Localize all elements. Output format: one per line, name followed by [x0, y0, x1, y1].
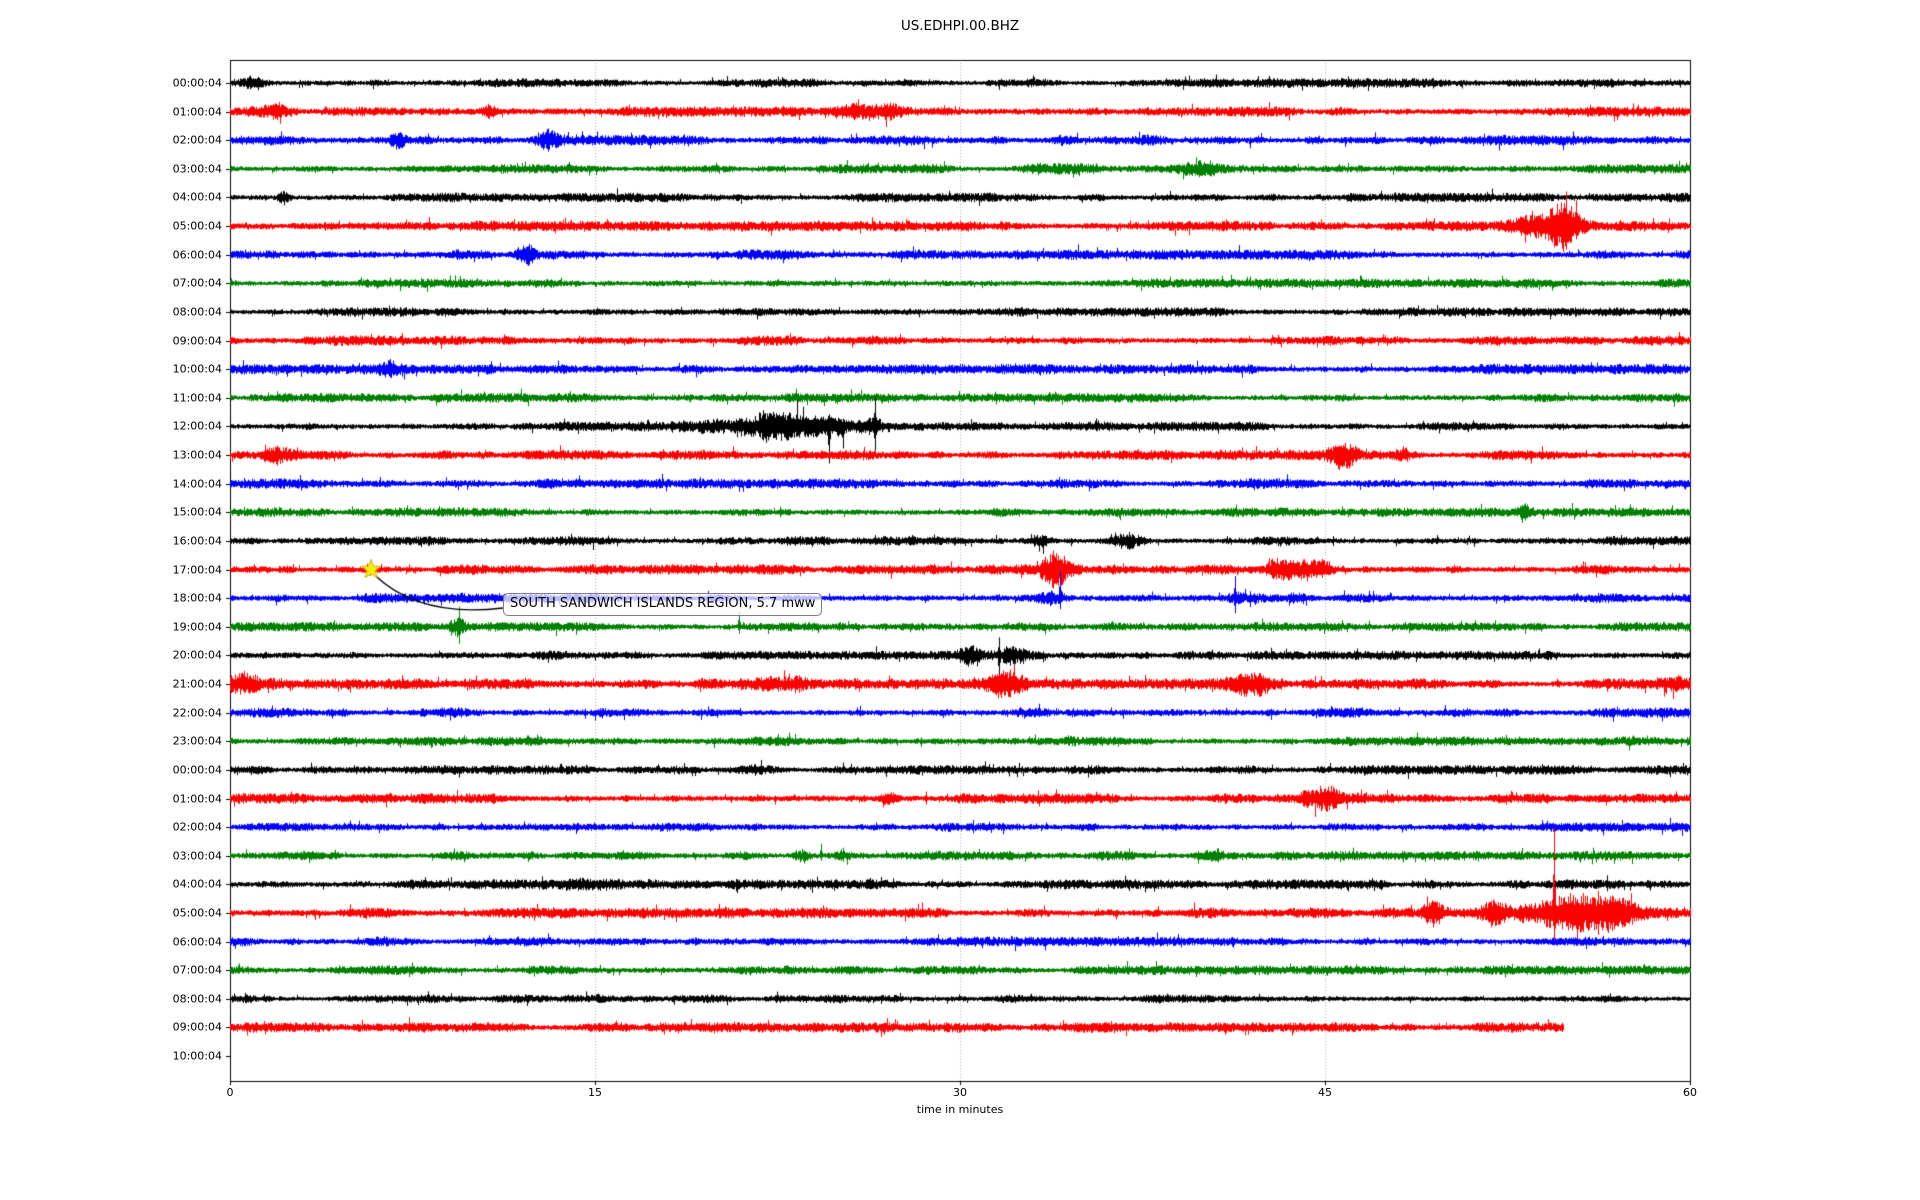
trace-time-label: 15:00:04	[172, 505, 222, 519]
x-axis-label: time in minutes	[916, 1103, 1004, 1116]
x-tick-label: 0	[226, 1086, 234, 1099]
trace-time-label: 14:00:04	[172, 477, 222, 491]
trace-time-label: 00:00:04	[172, 763, 222, 777]
trace-time-label: 17:00:04	[172, 563, 222, 577]
trace-time-label: 21:00:04	[172, 677, 222, 691]
trace-time-label: 03:00:04	[172, 849, 222, 863]
event-annotation-tooltip: SOUTH SANDWICH ISLANDS REGION, 5.7 mww	[503, 593, 823, 616]
trace-time-label: 00:00:04	[172, 76, 222, 90]
trace-time-label: 22:00:04	[172, 706, 222, 720]
trace-time-label: 18:00:04	[172, 591, 222, 605]
trace-time-label: 10:00:04	[172, 362, 222, 376]
plot-title: US.EDHPI.00.BHZ	[900, 18, 1020, 34]
trace-time-label: 01:00:04	[172, 105, 222, 119]
trace-time-label: 16:00:04	[172, 534, 222, 548]
trace-time-label: 10:00:04	[172, 1049, 222, 1063]
trace-time-label: 20:00:04	[172, 648, 222, 662]
x-tick-label: 45	[1318, 1086, 1332, 1099]
trace-time-label: 02:00:04	[172, 820, 222, 834]
trace-time-label: 01:00:04	[172, 792, 222, 805]
trace-time-label: 19:00:04	[172, 620, 222, 634]
trace-time-label: 13:00:04	[172, 448, 222, 462]
trace-time-label: 03:00:04	[172, 162, 222, 176]
trace-time-label: 05:00:04	[172, 906, 222, 920]
trace-time-label: 09:00:04	[172, 334, 222, 348]
trace-time-label: 07:00:04	[172, 276, 222, 290]
trace-time-label: 11:00:04	[172, 391, 222, 405]
trace-time-label: 02:00:04	[172, 133, 222, 147]
x-tick-label: 30	[953, 1086, 967, 1099]
trace-time-label: 08:00:04	[172, 305, 222, 319]
trace-time-label: 05:00:04	[172, 219, 222, 233]
trace-time-label: 23:00:04	[172, 734, 222, 748]
x-tick-label: 60	[1683, 1086, 1697, 1099]
trace-time-label: 07:00:04	[172, 963, 222, 977]
trace-time-label: 06:00:04	[172, 248, 222, 262]
trace-time-label: 04:00:04	[172, 190, 222, 204]
x-tick-label: 15	[588, 1086, 602, 1099]
trace-time-label: 06:00:04	[172, 935, 222, 949]
trace-time-label: 09:00:04	[172, 1020, 222, 1034]
trace-time-label: 08:00:04	[172, 992, 222, 1006]
trace-time-label: 04:00:04	[172, 877, 222, 891]
trace-time-label: 12:00:04	[172, 419, 222, 433]
